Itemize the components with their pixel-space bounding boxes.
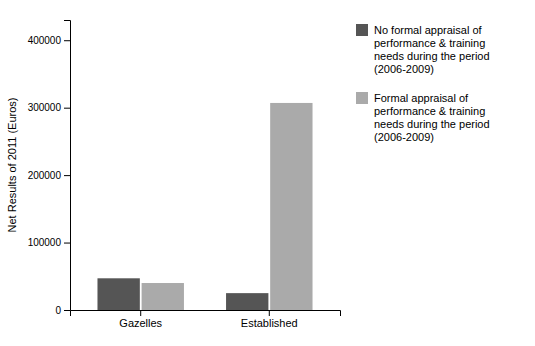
y-tick: 0 (55, 305, 70, 316)
x-axis-line (71, 311, 341, 317)
chart: 0 100000 200000 300000 400000 Gazelles Establi… (0, 0, 535, 346)
x-tick-label: Gazelles (119, 317, 162, 329)
y-axis: 0 100000 200000 300000 400000 (28, 21, 71, 316)
y-tick-label: 0 (55, 305, 61, 316)
y-axis-title: Net Results of 2011 (Euros) (6, 98, 18, 233)
y-tick: 300000 (28, 102, 70, 113)
bar (142, 283, 184, 310)
y-tick-label: 300000 (28, 102, 62, 113)
y-tick-mark (64, 108, 70, 109)
y-tick: 400000 (28, 35, 70, 46)
y-axis-line (64, 21, 71, 311)
legend-item: No formal appraisal ofperformance & trai… (356, 24, 490, 75)
bar (226, 293, 268, 310)
y-tick-mark (64, 40, 70, 41)
bar (97, 278, 139, 310)
y-tick: 200000 (28, 170, 70, 181)
legend-label: Formal appraisal ofperformance & trainin… (374, 92, 490, 143)
y-tick-mark (64, 310, 70, 311)
legend-swatch (356, 92, 368, 104)
x-tick-mark (269, 310, 270, 316)
y-tick-label: 100000 (28, 237, 62, 248)
legend: No formal appraisal ofperformance & trai… (356, 24, 490, 143)
x-tick: Established (241, 310, 298, 329)
x-axis: Gazelles Established (71, 310, 341, 329)
y-tick-label: 400000 (28, 35, 62, 46)
y-tick-mark (64, 243, 70, 244)
legend-item: Formal appraisal ofperformance & trainin… (356, 92, 490, 143)
bar (270, 103, 312, 310)
x-tick-label: Established (241, 317, 298, 329)
x-tick-mark (140, 310, 141, 316)
legend-label: No formal appraisal ofperformance & trai… (374, 24, 490, 75)
x-tick: Gazelles (119, 310, 162, 329)
y-tick-mark (64, 175, 70, 176)
y-tick-label: 200000 (28, 170, 62, 181)
y-tick: 100000 (28, 237, 70, 248)
bars (97, 103, 312, 310)
plot: 0 100000 200000 300000 400000 Gazelles Establi… (28, 21, 341, 329)
legend-swatch (356, 24, 368, 36)
